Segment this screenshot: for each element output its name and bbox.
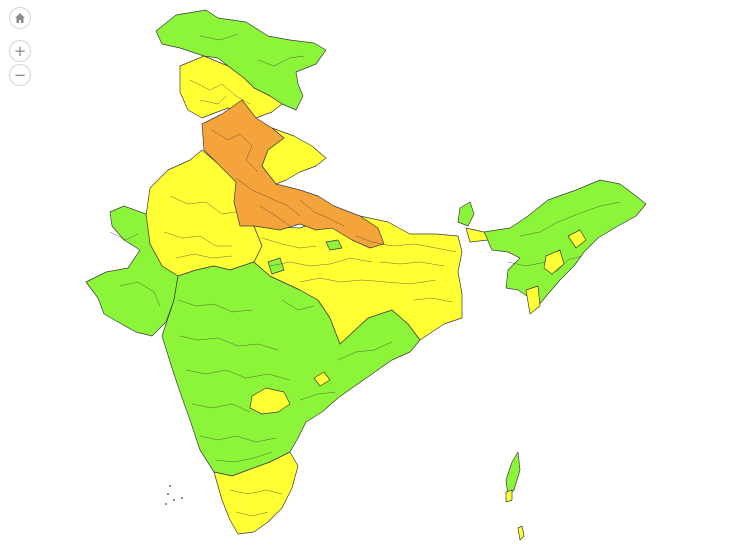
region-south-tip[interactable] bbox=[213, 451, 299, 535]
region-northeast-yellow-2[interactable] bbox=[543, 249, 565, 275]
home-button[interactable] bbox=[9, 7, 31, 29]
region-telangana-pocket[interactable] bbox=[249, 387, 291, 415]
region-northeast-yellow-3[interactable] bbox=[525, 285, 541, 315]
region-bihar-green-pocket[interactable] bbox=[325, 239, 343, 251]
zoom-in-button[interactable]: + bbox=[9, 40, 31, 62]
plus-icon: + bbox=[13, 41, 27, 60]
lakshadweep-islands bbox=[165, 485, 183, 505]
region-northeast-yellow-4[interactable] bbox=[465, 227, 489, 243]
region-up-green-pocket[interactable] bbox=[267, 257, 285, 275]
minus-icon: − bbox=[13, 65, 27, 84]
region-andaman-yellow[interactable] bbox=[505, 489, 513, 503]
region-nicobar[interactable] bbox=[517, 525, 525, 541]
region-sikkim[interactable] bbox=[457, 201, 475, 227]
zoom-out-button[interactable]: − bbox=[9, 64, 31, 86]
region-uttarakhand[interactable] bbox=[261, 127, 327, 185]
region-northeast-yellow-1[interactable] bbox=[567, 229, 587, 249]
region-andaman-green[interactable] bbox=[505, 451, 521, 497]
district-boundaries bbox=[109, 33, 621, 517]
region-northwest-yellow[interactable] bbox=[179, 55, 283, 119]
region-gangetic-plain[interactable] bbox=[253, 215, 463, 345]
region-odisha-pocket[interactable] bbox=[313, 371, 331, 387]
region-northeast[interactable] bbox=[483, 179, 647, 307]
region-gujarat[interactable] bbox=[85, 205, 179, 337]
home-icon bbox=[15, 13, 25, 23]
